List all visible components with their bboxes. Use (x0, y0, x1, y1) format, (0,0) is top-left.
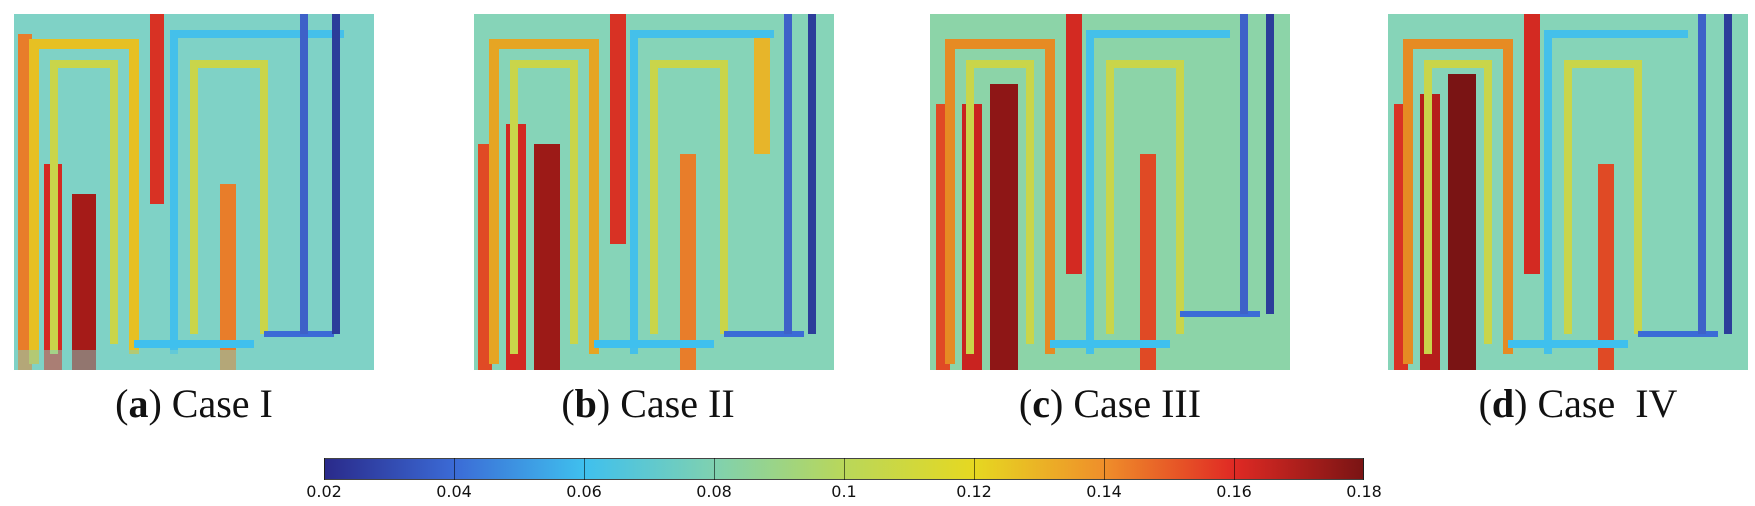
caption-label-d: Case IV (1537, 381, 1678, 426)
caption-c: (c) Case III (1018, 381, 1202, 426)
caption-b: (b) Case II (561, 381, 735, 426)
caption-label-a: Case I (171, 381, 273, 426)
colorbar-tick-label: 0.12 (956, 482, 992, 501)
caption-letter-c: c (1032, 381, 1051, 426)
caption-label-c: Case III (1073, 381, 1202, 426)
colorbar-tick-label: 0.16 (1216, 482, 1252, 501)
colorbar-tick (324, 458, 325, 480)
colorbar-tick (1234, 458, 1235, 480)
caption-letter-a: a (128, 381, 149, 426)
caption-d: (d) Case IV (1478, 381, 1678, 426)
caption-label-b: Case II (620, 381, 735, 426)
colorbar-tick-label: 0.1 (831, 482, 857, 501)
heatmap-image-d (1388, 14, 1748, 370)
heatmap-panel-b (474, 14, 834, 370)
colorbar-tick (584, 458, 585, 480)
heatmap-image-a (14, 14, 374, 370)
heatmap-panel-c (930, 14, 1290, 370)
colorbar-tick-label: 0.18 (1346, 482, 1382, 501)
heatmap-panel-a (14, 14, 374, 370)
colorbar-tick-label: 0.02 (306, 482, 342, 501)
colorbar-tick-label: 0.06 (566, 482, 602, 501)
colorbar-tick (974, 458, 975, 480)
heatmap-image-b (474, 14, 834, 370)
caption-letter-d: d (1491, 381, 1515, 426)
heatmap-image-c (930, 14, 1290, 370)
colorbar-tick (844, 458, 845, 480)
colorbar: 0.02 0.04 0.06 0.08 0.1 0.12 0.14 0.16 0.18 (306, 458, 1382, 504)
colorbar-tick-label: 0.04 (436, 482, 472, 501)
caption-a: (a) Case I (115, 381, 273, 426)
colorbar-tick (1363, 458, 1364, 480)
caption-letter-b: b (574, 381, 597, 426)
colorbar-tick (1104, 458, 1105, 480)
colorbar-tick (714, 458, 715, 480)
colorbar-tick-label: 0.14 (1086, 482, 1122, 501)
colorbar-tick-label: 0.08 (696, 482, 732, 501)
heatmap-panel-d (1388, 14, 1748, 370)
colorbar-tick (454, 458, 455, 480)
